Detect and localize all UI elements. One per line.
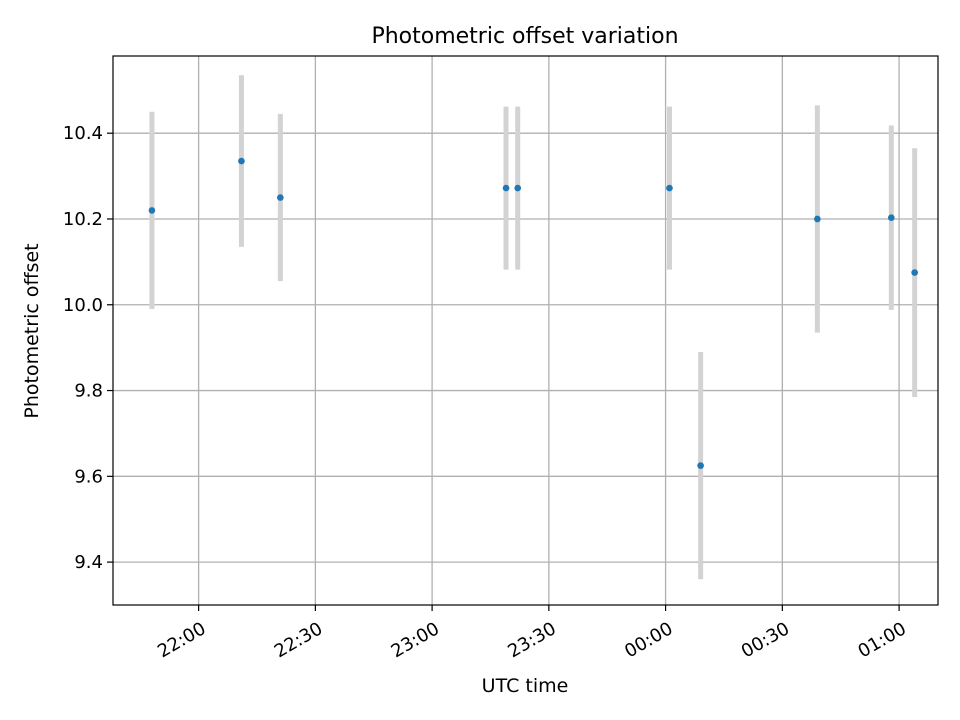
data-point xyxy=(814,215,821,223)
data-point xyxy=(666,184,673,192)
y-tick-label: 9.8 xyxy=(74,381,103,402)
x-tick-label: 00:00 xyxy=(621,618,676,662)
y-tick-label: 9.4 xyxy=(74,552,103,573)
data-point xyxy=(238,157,245,165)
x-tick-label: 23:00 xyxy=(388,618,443,662)
x-axis-label: UTC time xyxy=(482,675,569,697)
y-axis-label: Photometric offset xyxy=(21,243,43,418)
chart-title: Photometric offset variation xyxy=(371,24,678,49)
x-tick-label: 00:30 xyxy=(738,618,793,662)
data-point xyxy=(514,184,522,192)
y-tick-label: 10.2 xyxy=(63,209,103,230)
grid xyxy=(113,56,938,605)
data-point xyxy=(888,214,895,221)
data-point xyxy=(148,207,156,214)
x-tick-label: 22:00 xyxy=(154,618,209,662)
data-point xyxy=(502,184,510,192)
data-point xyxy=(697,462,704,469)
y-tick-label: 10.4 xyxy=(63,123,103,144)
plot-frame xyxy=(112,55,939,606)
data-point xyxy=(911,269,918,276)
errorbars xyxy=(149,75,918,580)
data-point xyxy=(277,194,284,201)
x-tick-label: 22:30 xyxy=(271,618,326,662)
y-tick-label: 9.6 xyxy=(74,466,103,487)
data-points xyxy=(148,157,918,469)
x-tick-label: 23:30 xyxy=(504,618,559,662)
x-tick-label: 01:00 xyxy=(855,618,910,662)
y-tick-label: 10.0 xyxy=(63,295,103,316)
